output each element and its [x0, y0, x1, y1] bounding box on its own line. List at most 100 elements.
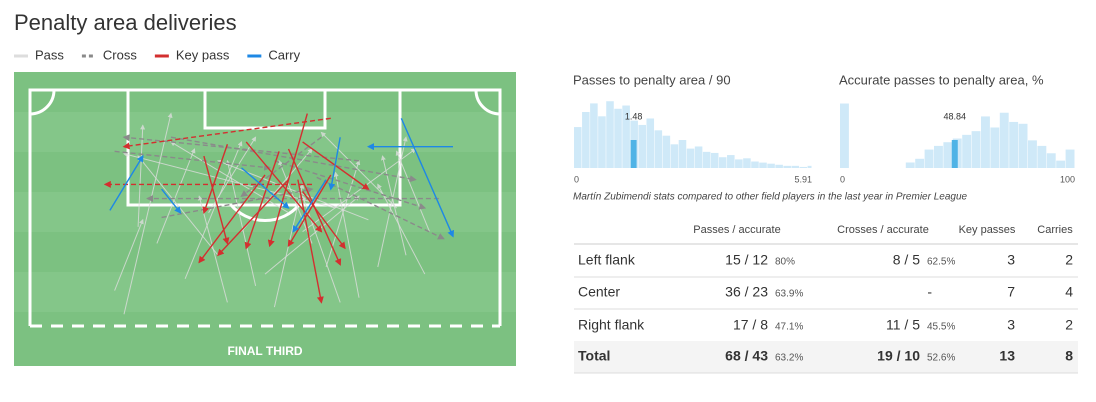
hist-title: Passes to penalty area / 90 [573, 72, 731, 87]
hist-bar [727, 155, 735, 168]
hist-bar [905, 162, 915, 168]
key-passes: 3 [1007, 317, 1015, 333]
column-header: Passes / accurate [693, 224, 780, 236]
hist-title: Accurate passes to penalty area, % [839, 72, 1044, 87]
hist-bar [971, 131, 981, 168]
hist-bar [614, 108, 622, 168]
delivery-arrow [302, 148, 417, 233]
row-label: Right flank [578, 317, 645, 333]
hist-bar [791, 165, 800, 168]
delivery-arrow [161, 188, 182, 214]
delivery-arrow [328, 137, 341, 191]
key-passes: 13 [999, 348, 1015, 364]
hist-bar [743, 158, 751, 168]
passes: 36 / 23 [725, 284, 768, 300]
delivery-arrow [198, 174, 266, 264]
delivery-arrow [400, 118, 454, 238]
hist-bar [962, 134, 972, 168]
legend-label: Pass [35, 47, 64, 62]
delivery-arrow [241, 167, 290, 209]
row-label: Left flank [578, 252, 636, 268]
hist-bar [735, 159, 743, 168]
passes-pct: 80% [775, 257, 795, 268]
delivery-arrow [161, 186, 314, 219]
pitch-stripe [14, 112, 516, 152]
passes: 17 / 8 [733, 317, 768, 333]
carries: 2 [1065, 252, 1073, 268]
hist-bar [1009, 121, 1019, 168]
carries: 4 [1065, 284, 1073, 300]
highlight-label: 1.48 [625, 111, 643, 121]
delivery-arrow [156, 148, 196, 244]
hist-bar [646, 118, 655, 168]
delivery-arrow [302, 191, 346, 250]
legend-label: Cross [103, 47, 137, 62]
hist-bar [767, 163, 775, 168]
hist-bar [1056, 160, 1066, 168]
hist-bar [686, 148, 695, 168]
delivery-arrow [109, 154, 144, 211]
pitch-label: FINAL THIRD [227, 344, 302, 358]
delivery-arrow [301, 195, 341, 303]
hist-bar [981, 116, 990, 168]
hist-bar [718, 157, 727, 168]
hist-bar [694, 146, 703, 168]
delivery-arrow [137, 155, 219, 256]
delivery-arrow [287, 174, 332, 247]
column-header: Crosses / accurate [837, 224, 929, 236]
carries: 8 [1065, 348, 1073, 364]
hist-bar [582, 112, 590, 168]
column-header: Carries [1037, 224, 1073, 236]
hist-bar [678, 140, 687, 168]
delivery-arrow [202, 144, 229, 215]
crosses-pct: 62.5% [927, 257, 955, 268]
hist-bar [1037, 145, 1047, 168]
crosses: 11 / 5 [886, 317, 920, 333]
hist-bar [662, 135, 671, 168]
hist-bar [807, 165, 812, 168]
crosses: 8 / 5 [893, 252, 920, 268]
pitch-stripe [14, 272, 516, 312]
crosses: - [927, 284, 932, 300]
passes-pct: 47.1% [775, 322, 803, 333]
total-row-bg [574, 341, 1078, 373]
delivery-arrow [377, 183, 426, 275]
key-passes: 3 [1007, 252, 1015, 268]
hist-bar [990, 127, 1000, 168]
delivery-arrow [240, 136, 322, 198]
hist-bar [606, 101, 614, 168]
title: Penalty area deliveries [14, 10, 237, 35]
highlight-label: 48.84 [944, 111, 967, 121]
highlight-bar [951, 140, 958, 168]
crosses-pct: 45.5% [927, 322, 955, 333]
crosses: 19 / 10 [877, 348, 920, 364]
delivery-arrow [245, 141, 323, 233]
hist-bar [840, 103, 849, 168]
hist-bar [934, 145, 943, 168]
hist-bar [590, 103, 598, 168]
hist-bar [1028, 140, 1037, 168]
hist-bar [775, 164, 783, 168]
hist-bar [638, 124, 646, 168]
hist-bar [1018, 123, 1028, 168]
hist-bar [622, 105, 630, 168]
hist-bar [654, 130, 663, 168]
passes: 15 / 12 [725, 252, 768, 268]
hist-bar [702, 151, 711, 168]
hist-bar [670, 144, 679, 168]
carries: 2 [1065, 317, 1073, 333]
delivery-arrow [114, 218, 144, 291]
note: Martín Zubimendi stats compared to other… [573, 192, 968, 203]
delivery-arrow [395, 150, 430, 232]
hist-bar [799, 166, 808, 168]
passes-pct: 63.9% [775, 289, 803, 300]
delivery-arrow [114, 150, 272, 171]
delivery-arrow [244, 151, 280, 250]
hist-bar [783, 165, 791, 168]
x-tick-label: 0 [840, 174, 845, 184]
delivery-arrow [184, 140, 243, 279]
hist-bar [999, 112, 1009, 168]
delivery-arrow [264, 195, 360, 275]
delivery-arrow [123, 112, 173, 315]
